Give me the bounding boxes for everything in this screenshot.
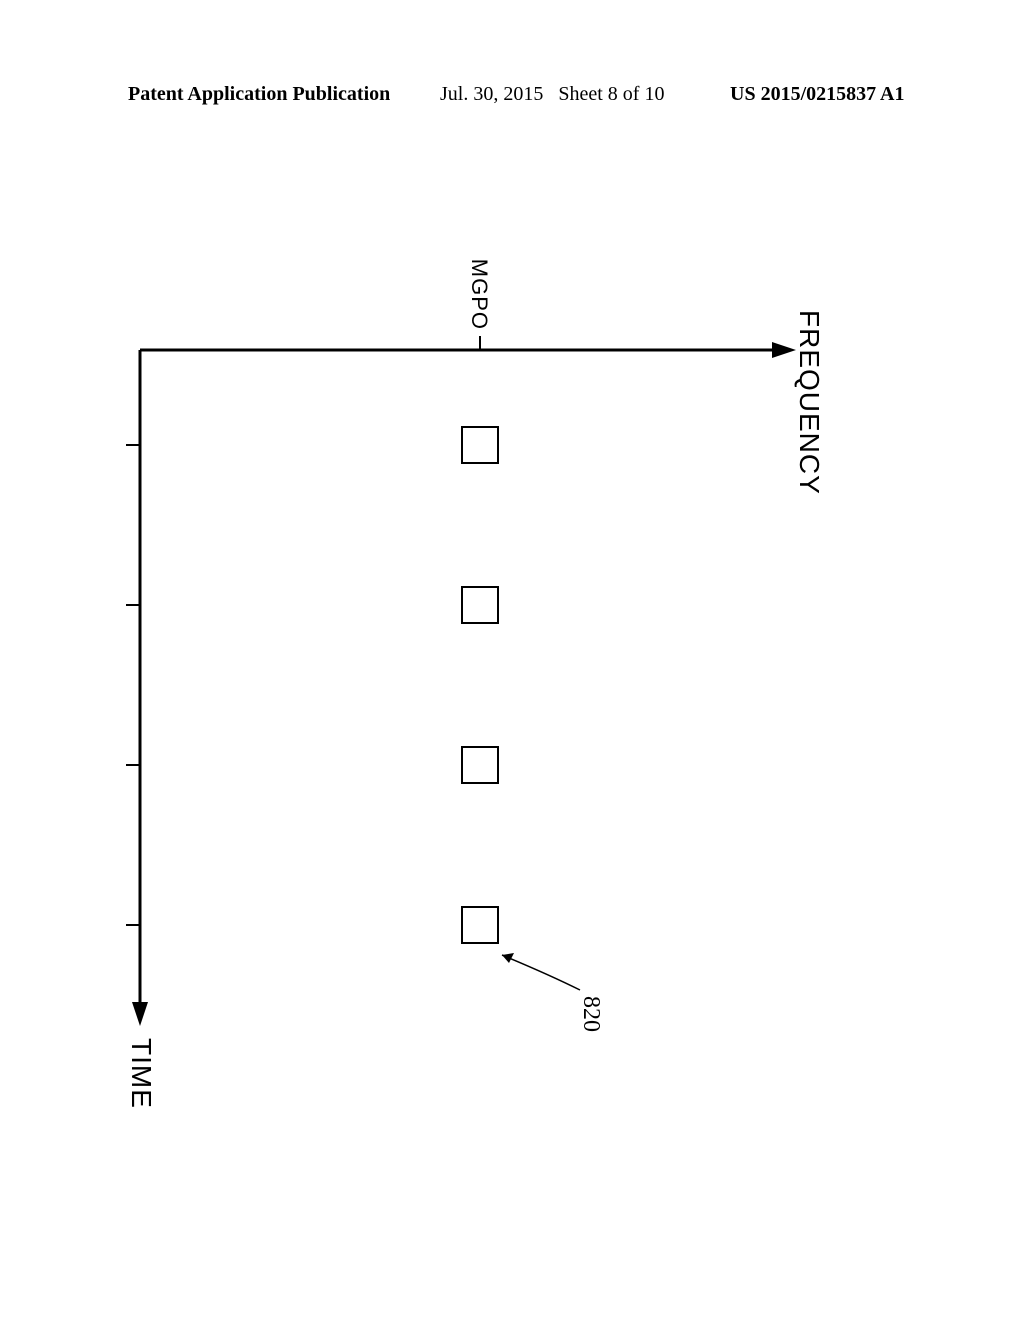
header-publication-type: Patent Application Publication [128, 83, 390, 106]
header-sheet: Sheet 8 of 10 [558, 83, 664, 105]
resource-box-1 [462, 427, 498, 463]
ref-820-leader-arrowhead-icon [502, 953, 514, 963]
x-tick-t2: t2 [120, 598, 140, 613]
figure-8-rotated-group: FREQUENCY MGPO TIME t1 t2 t3 [120, 259, 825, 1109]
resource-box-2 [462, 587, 498, 623]
y-axis-arrowhead-icon [772, 342, 796, 358]
figure-8-svg: FREQUENCY MGPO TIME t1 t2 t3 [120, 140, 900, 1220]
header-date: Jul. 30, 2015 [440, 83, 543, 105]
x-tick-t1: t1 [120, 438, 140, 453]
y-axis-mgpo-label: MGPO [467, 259, 492, 330]
resource-box-3 [462, 747, 498, 783]
ref-820-label: 820 [578, 996, 604, 1032]
resource-box-4 [462, 907, 498, 943]
figure-8-stage: FREQUENCY MGPO TIME t1 t2 t3 [120, 140, 900, 1220]
x-axis-arrowhead-icon [132, 1002, 148, 1026]
x-tick-t3: t3 [120, 758, 140, 773]
y-axis-label: FREQUENCY [794, 310, 825, 495]
x-axis-label: TIME [126, 1038, 157, 1109]
ref-820-leader [502, 955, 580, 990]
header-pub-number: US 2015/0215837 A1 [730, 83, 904, 106]
x-tick-t4: t4 [120, 918, 140, 933]
header-date-sheet: Jul. 30, 2015 Sheet 8 of 10 [440, 83, 664, 106]
